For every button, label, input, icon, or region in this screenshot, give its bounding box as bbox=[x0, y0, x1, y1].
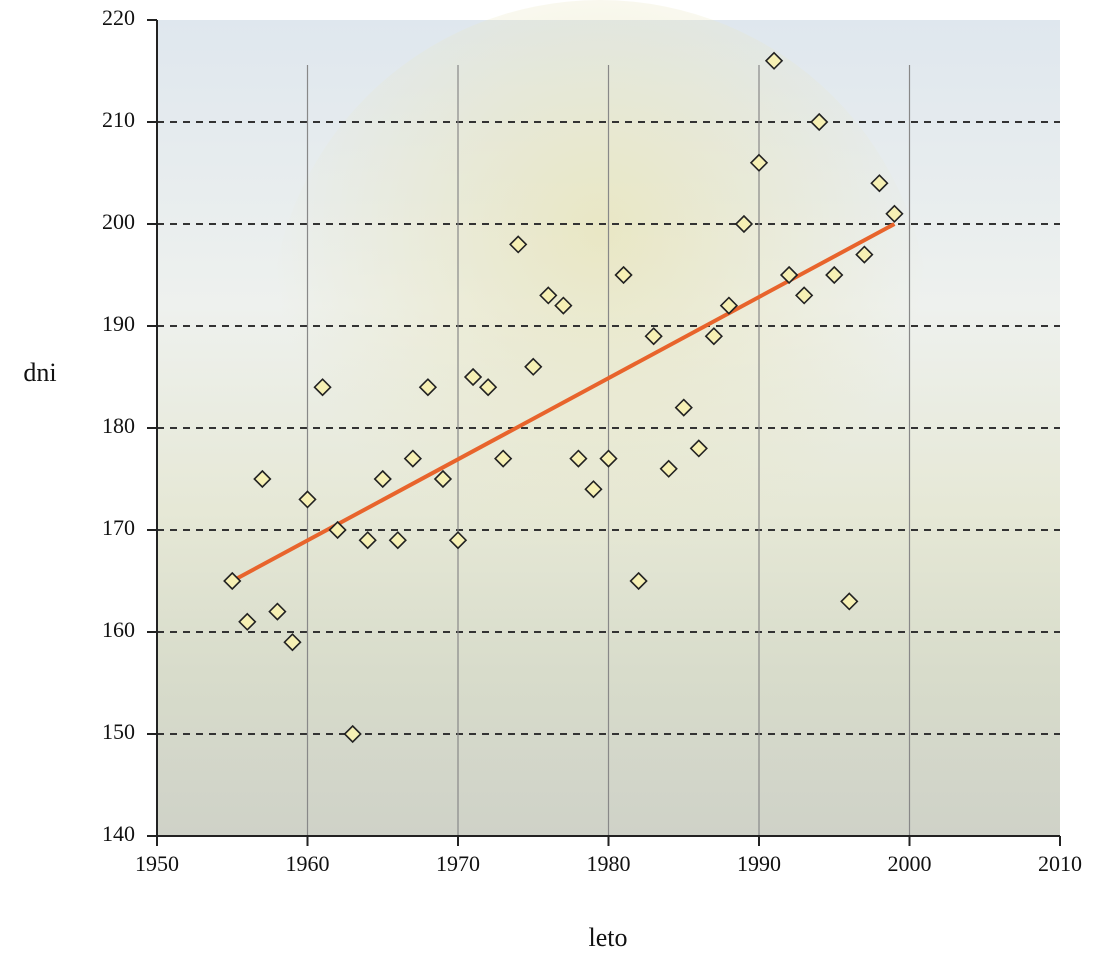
x-tick-label: 1970 bbox=[436, 851, 480, 876]
x-axis-label: leto bbox=[589, 923, 628, 952]
x-tick-label: 1980 bbox=[587, 851, 631, 876]
background-tree bbox=[270, 0, 930, 660]
y-tick-label: 200 bbox=[102, 209, 135, 234]
y-axis-label: dni bbox=[23, 358, 56, 387]
x-tick-label: 1960 bbox=[286, 851, 330, 876]
y-tick-label: 170 bbox=[102, 515, 135, 540]
x-tick-label: 2010 bbox=[1038, 851, 1082, 876]
x-tick-label: 2000 bbox=[888, 851, 932, 876]
y-tick-label: 160 bbox=[102, 617, 135, 642]
y-tick-label: 180 bbox=[102, 413, 135, 438]
y-tick-label: 190 bbox=[102, 311, 135, 336]
x-tick-label: 1950 bbox=[135, 851, 179, 876]
x-tick-label: 1990 bbox=[737, 851, 781, 876]
y-tick-label: 210 bbox=[102, 107, 135, 132]
y-tick-label: 140 bbox=[102, 821, 135, 846]
y-tick-label: 220 bbox=[102, 5, 135, 30]
chart: dni leto 140 150 160 170 180 190 200 210 220 1950… bbox=[0, 0, 1099, 955]
y-tick-label: 150 bbox=[102, 719, 135, 744]
